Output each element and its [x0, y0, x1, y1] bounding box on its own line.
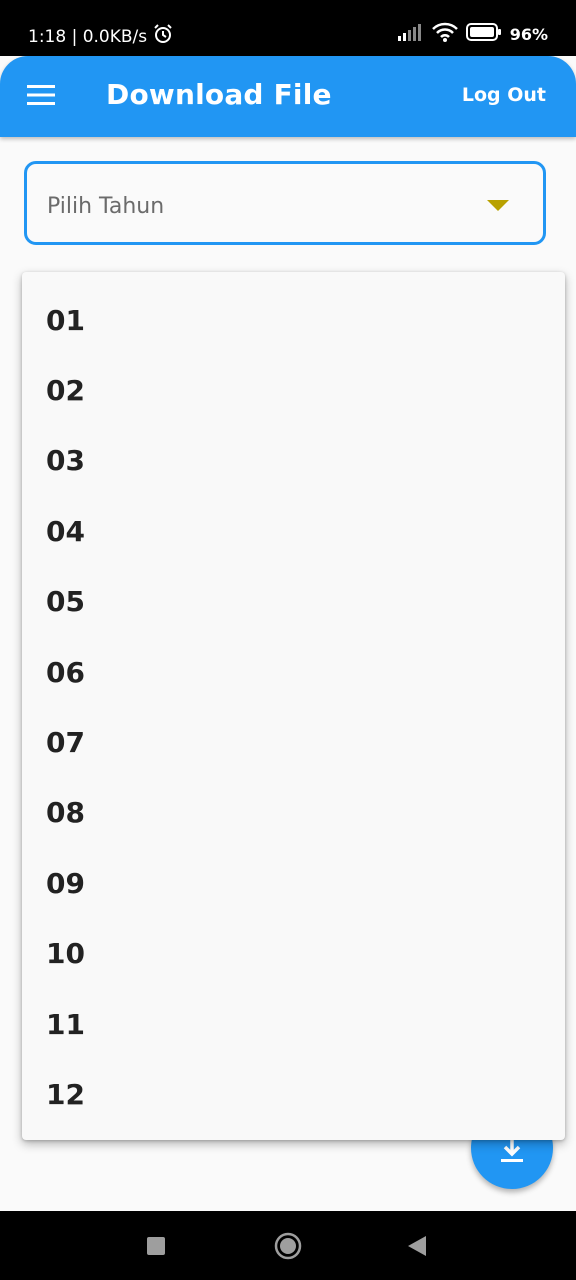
- dropdown-option[interactable]: 06: [46, 655, 85, 689]
- dropdown-arrow-icon: [487, 200, 509, 211]
- dropdown-option[interactable]: 03: [46, 444, 85, 478]
- page-title: Download File: [106, 78, 332, 111]
- dropdown-option[interactable]: 10: [46, 937, 85, 971]
- back-icon[interactable]: [408, 1236, 426, 1261]
- dropdown-option[interactable]: 04: [46, 514, 85, 548]
- dropdown-hint: Pilih Tahun: [47, 194, 165, 219]
- recent-apps-icon[interactable]: [147, 1237, 165, 1260]
- battery-icon: [465, 23, 502, 45]
- dropdown-option[interactable]: 09: [46, 866, 85, 900]
- year-dropdown[interactable]: Pilih Tahun: [24, 161, 546, 245]
- dropdown-option[interactable]: 08: [46, 796, 85, 830]
- alarm-icon: [153, 24, 173, 49]
- status-time-speed: 1:18 | 0.0KB/s: [28, 26, 148, 47]
- system-nav-bar: [0, 1211, 576, 1280]
- wifi-icon: [431, 22, 458, 46]
- dropdown-option[interactable]: 07: [46, 726, 85, 760]
- dropdown-option[interactable]: 05: [46, 585, 85, 619]
- status-bar: 1:18 | 0.0KB/s: [0, 0, 576, 56]
- battery-level: 96%: [509, 24, 548, 44]
- dropdown-menu: 01 02 03 04 05 06 07 08 09 10 11 12: [22, 272, 565, 1140]
- dropdown-option[interactable]: 12: [46, 1077, 85, 1111]
- dropdown-option[interactable]: 02: [46, 374, 85, 408]
- home-icon[interactable]: [274, 1232, 302, 1265]
- logout-button[interactable]: Log Out: [461, 84, 546, 106]
- dropdown-option[interactable]: 11: [46, 1007, 85, 1041]
- dropdown-option[interactable]: 01: [46, 303, 85, 337]
- status-right: 96%: [397, 22, 548, 46]
- download-icon: [499, 1137, 525, 1172]
- app-bar: Download File Log Out: [0, 56, 576, 137]
- hamburger-menu-icon: [27, 84, 55, 111]
- signal-icon: [397, 23, 424, 45]
- status-left: 1:18 | 0.0KB/s: [28, 24, 173, 49]
- menu-button[interactable]: [18, 74, 64, 120]
